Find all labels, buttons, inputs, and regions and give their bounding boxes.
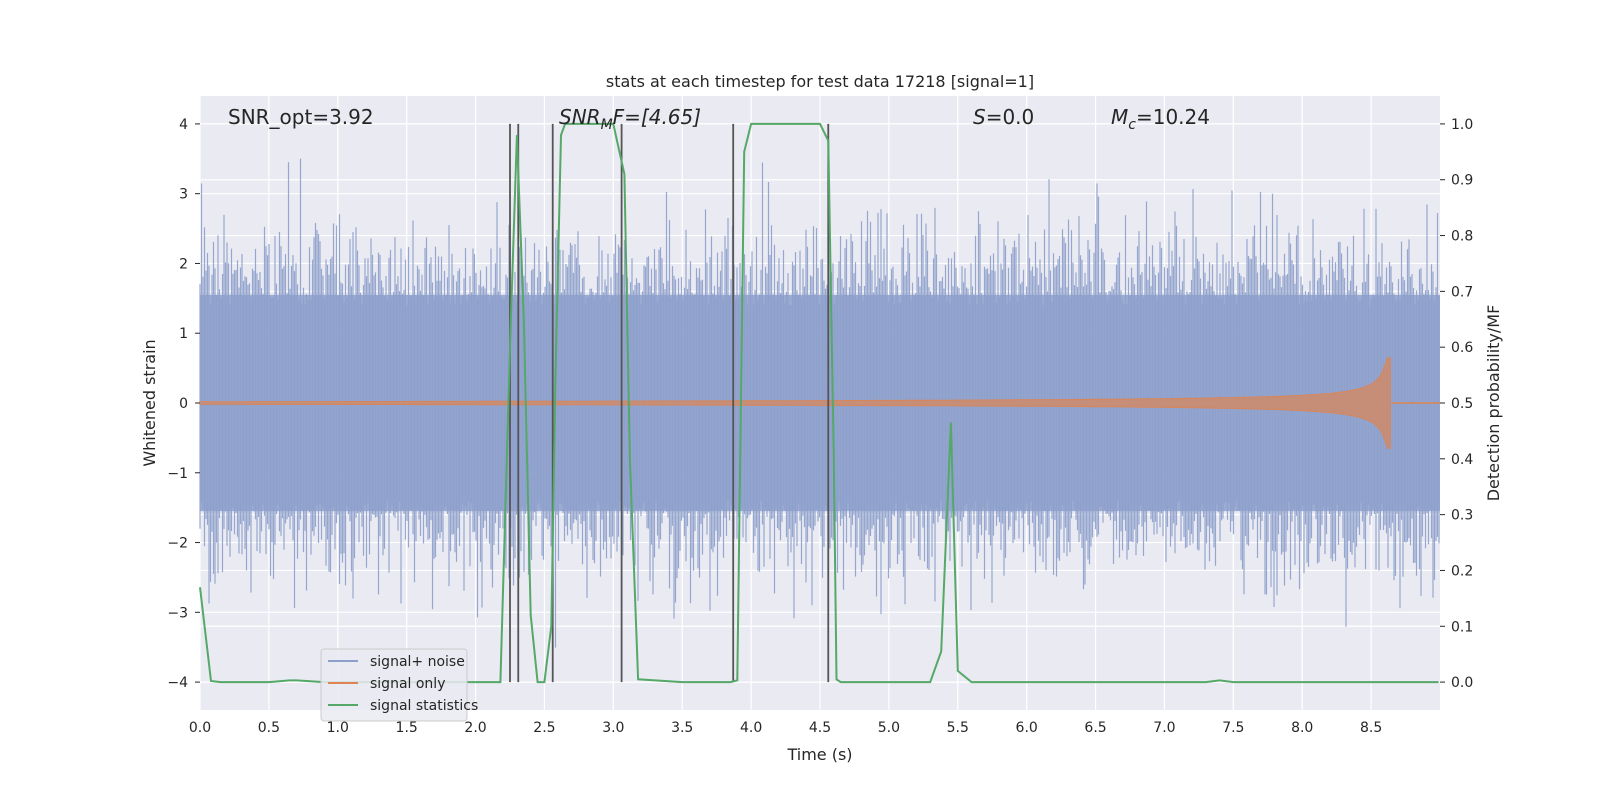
y-right-tick-label: 0.6 bbox=[1451, 340, 1473, 356]
y-right-tick-label: 0.4 bbox=[1451, 452, 1473, 468]
snr-mf-name: SNR bbox=[559, 105, 601, 129]
x-tick-label: 7.0 bbox=[1153, 720, 1175, 736]
chart-title: stats at each timestep for test data 172… bbox=[606, 72, 1034, 91]
x-tick-label: 0.5 bbox=[258, 720, 280, 736]
y-tick-label: 3 bbox=[179, 187, 188, 203]
x-tick-label: 2.5 bbox=[533, 720, 555, 736]
legend-label-stats: signal statistics bbox=[370, 698, 478, 714]
y-right-tick-label: 0.1 bbox=[1451, 619, 1473, 635]
y-axis-label: Whitened strain bbox=[140, 339, 159, 466]
x-tick-label: 4.0 bbox=[740, 720, 762, 736]
mc-value: =10.24 bbox=[1136, 105, 1210, 129]
snr-opt-annotation: SNR_opt=3.92 bbox=[228, 105, 374, 129]
y-right-tick-label: 0.3 bbox=[1451, 508, 1473, 524]
y-right-tick-label: 0.5 bbox=[1451, 396, 1473, 412]
y-right-tick-label: 0.8 bbox=[1451, 229, 1473, 245]
snr-mf-sub: M bbox=[601, 117, 613, 133]
y-tick-label: 4 bbox=[179, 117, 188, 133]
snr-mf-rest: F=[4.65] bbox=[613, 105, 701, 129]
y-tick-label: −1 bbox=[167, 466, 188, 482]
x-tick-label: 5.5 bbox=[947, 720, 969, 736]
axes-ticks: 0.0 0.5 1.0 1.5 2.0 2.5 3.0 3.5 4.0 4.5 5.0 5.5 6.0 6… bbox=[167, 117, 1473, 736]
y-tick-label: −2 bbox=[167, 536, 188, 552]
y-tick-label: −4 bbox=[167, 675, 188, 691]
mc-annotation: Mc=10.24 bbox=[1111, 105, 1210, 133]
x-tick-label: 6.5 bbox=[1084, 720, 1106, 736]
x-tick-label: 5.0 bbox=[878, 720, 900, 736]
chirp-envelope bbox=[199, 357, 1391, 449]
mc-name: M bbox=[1111, 105, 1128, 129]
x-tick-label: 2.0 bbox=[464, 720, 486, 736]
x-tick-label: 4.5 bbox=[809, 720, 831, 736]
x-tick-label: 3.0 bbox=[602, 720, 624, 736]
s-name: S bbox=[973, 105, 986, 129]
snr-mf-annotation: SNRMF=[4.65] bbox=[559, 105, 701, 133]
y-right-tick-label: 0.7 bbox=[1451, 284, 1473, 300]
s-value: =0.0 bbox=[986, 105, 1035, 129]
signal-only-series bbox=[199, 357, 1440, 449]
y-right-tick-label: 1.0 bbox=[1451, 117, 1473, 133]
y-tick-label: −3 bbox=[167, 605, 188, 621]
x-axis-label: Time (s) bbox=[786, 745, 852, 764]
legend: signal+ noise signal only signal statist… bbox=[320, 648, 478, 722]
mc-sub: c bbox=[1128, 117, 1136, 133]
x-tick-label: 7.5 bbox=[1222, 720, 1244, 736]
y-right-tick-label: 0.9 bbox=[1451, 173, 1473, 189]
x-tick-label: 0.0 bbox=[189, 720, 211, 736]
x-tick-label: 6.0 bbox=[1016, 720, 1038, 736]
y-right-axis-label: Detection probability/MF bbox=[1484, 305, 1503, 502]
y-right-tick-label: 0.0 bbox=[1451, 675, 1473, 691]
x-tick-label: 8.5 bbox=[1360, 720, 1382, 736]
y-tick-label: 1 bbox=[179, 326, 188, 342]
x-tick-label: 3.5 bbox=[671, 720, 693, 736]
legend-label-noise: signal+ noise bbox=[370, 654, 465, 670]
y-tick-label: 2 bbox=[179, 256, 188, 272]
x-tick-label: 1.5 bbox=[396, 720, 418, 736]
y-right-tick-label: 0.2 bbox=[1451, 563, 1473, 579]
y-tick-label: 0 bbox=[179, 396, 188, 412]
x-tick-label: 8.0 bbox=[1291, 720, 1313, 736]
x-tick-label: 1.0 bbox=[327, 720, 349, 736]
s-annotation: S=0.0 bbox=[973, 105, 1034, 129]
legend-label-signal: signal only bbox=[370, 676, 445, 692]
